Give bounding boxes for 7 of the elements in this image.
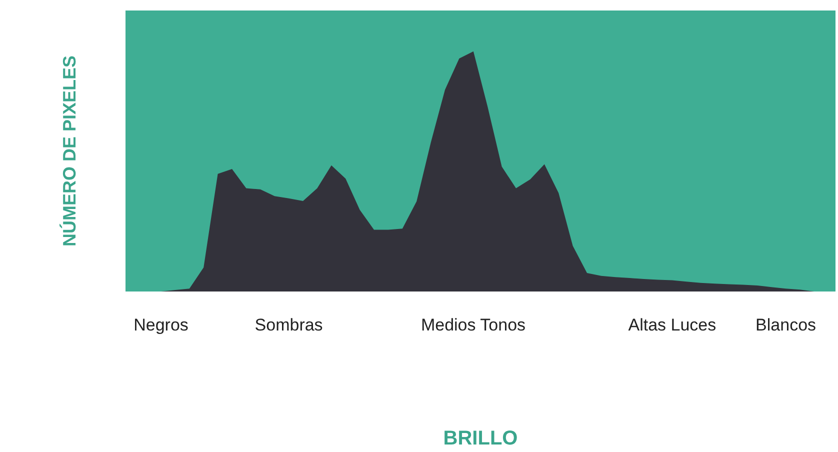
x-tick-label: Altas Luces: [628, 316, 716, 334]
x-tick-label: Medios Tonos: [420, 316, 526, 334]
x-tick-label: Negros: [134, 316, 188, 334]
x-axis-title: BRILLO: [443, 428, 518, 450]
x-tick-label: Blancos: [756, 316, 816, 334]
x-tick-label: Sombras: [254, 316, 323, 334]
y-axis-title: NÚMERO DE PIXELES: [60, 55, 80, 247]
